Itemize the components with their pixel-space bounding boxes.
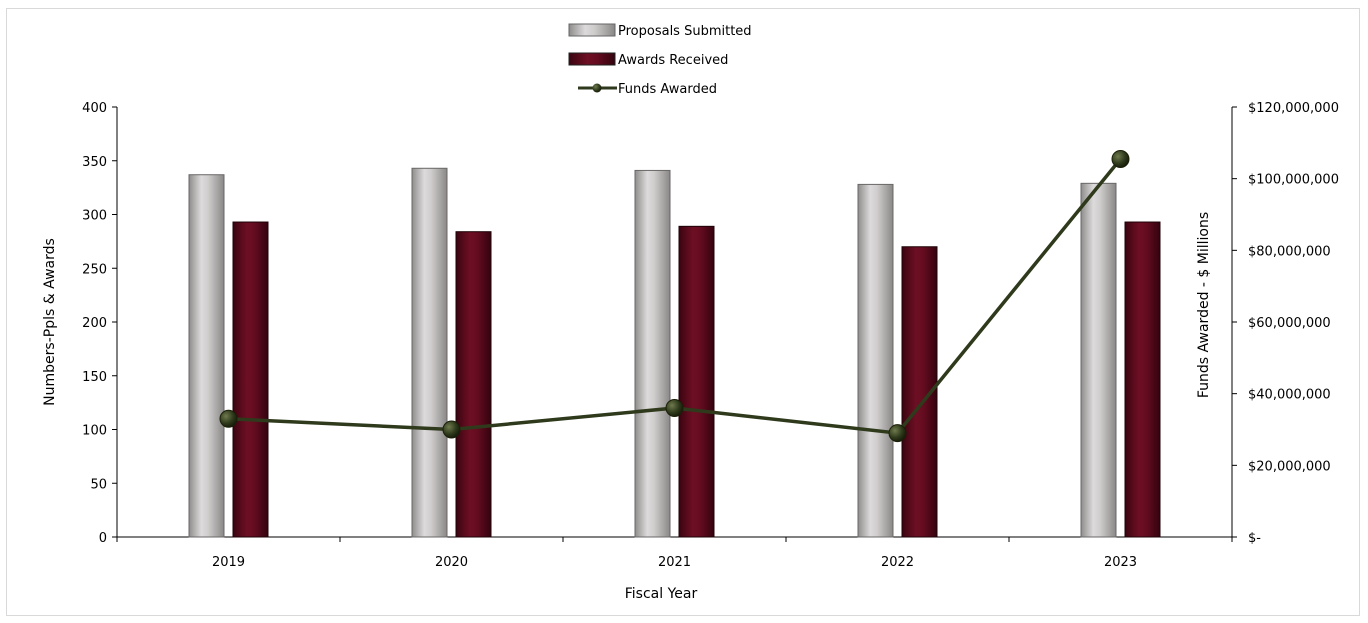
x-tick-label: 2022 — [881, 555, 914, 570]
legend-swatch-awards — [568, 52, 616, 66]
legend-label-awards: Awards Received — [618, 53, 728, 68]
left-tick-label: 50 — [90, 477, 107, 492]
left-tick-label: 100 — [82, 424, 107, 439]
y2-axis-title: Funds Awarded - $ Millions — [1196, 212, 1212, 398]
left-tick-label: 300 — [82, 209, 107, 224]
left-tick-label: 400 — [82, 101, 107, 116]
legend-label-funds: Funds Awarded — [618, 82, 717, 97]
bar-awards-received — [1124, 221, 1161, 538]
x-axis-title: Fiscal Year — [625, 586, 698, 602]
funds-awarded-point — [888, 424, 907, 443]
left-tick-label: 250 — [82, 262, 107, 277]
legend-marker-funds — [592, 83, 602, 93]
right-tick-label: $60,000,000 — [1248, 316, 1331, 331]
bar-proposals-submitted — [1080, 182, 1117, 538]
bar-proposals-submitted — [188, 174, 225, 538]
left-tick-label: 0 — [99, 531, 107, 546]
bar-proposals-submitted — [857, 183, 894, 538]
legend-swatch-proposals — [568, 23, 616, 37]
funds-awarded-point — [665, 399, 684, 417]
x-axis-ticks: 2019 2020 2021 2022 2023 — [116, 537, 1233, 570]
right-tick-label: $100,000,000 — [1248, 173, 1339, 188]
bar-awards-received — [678, 225, 715, 538]
funds-awarded-point — [219, 409, 238, 428]
funds-awarded-point — [442, 420, 461, 439]
legend-item-funds: Funds Awarded — [578, 82, 717, 97]
bar-awards-received — [232, 221, 269, 538]
left-axis-ticks: 0 50 100 150 200 250 300 350 400 — [82, 101, 117, 546]
y-axis-title: Numbers-Ppls & Awards — [42, 238, 58, 406]
bar-proposals-submitted — [411, 167, 448, 538]
right-tick-label: $120,000,000 — [1248, 101, 1339, 116]
right-tick-label: $20,000,000 — [1248, 459, 1331, 474]
legend-item-awards: Awards Received — [568, 52, 728, 68]
bars — [188, 167, 1161, 538]
left-tick-label: 150 — [82, 370, 107, 385]
left-tick-label: 350 — [82, 155, 107, 170]
x-tick-label: 2019 — [212, 555, 245, 570]
right-tick-label: $40,000,000 — [1248, 388, 1331, 403]
funds-awarded-line — [228, 157, 1122, 435]
legend-item-proposals: Proposals Submitted — [568, 23, 752, 39]
funds-line-series — [219, 149, 1130, 443]
bar-awards-received — [455, 231, 492, 538]
x-tick-label: 2020 — [435, 555, 468, 570]
left-tick-label: 200 — [82, 316, 107, 331]
bar-proposals-submitted — [634, 169, 671, 538]
x-tick-label: 2021 — [658, 555, 691, 570]
x-tick-label: 2023 — [1104, 555, 1137, 570]
right-axis-ticks: $- $20,000,000 $40,000,000 $60,000,000 $80,0… — [1232, 101, 1339, 546]
legend-label-proposals: Proposals Submitted — [618, 24, 752, 39]
right-tick-label: $80,000,000 — [1248, 244, 1331, 259]
legend: Proposals Submitted Awards Received Fund… — [568, 23, 752, 97]
funds-awarded-point — [1111, 149, 1130, 168]
right-tick-label: $- — [1248, 531, 1261, 546]
